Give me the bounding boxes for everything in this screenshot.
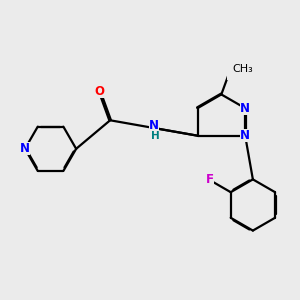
Text: N: N xyxy=(20,142,30,155)
Text: N: N xyxy=(240,129,250,142)
Text: F: F xyxy=(206,173,214,187)
Text: CH₃: CH₃ xyxy=(233,64,254,74)
Text: H: H xyxy=(151,130,160,140)
Text: N: N xyxy=(149,119,159,132)
Text: N: N xyxy=(240,102,250,115)
Text: O: O xyxy=(94,85,104,98)
